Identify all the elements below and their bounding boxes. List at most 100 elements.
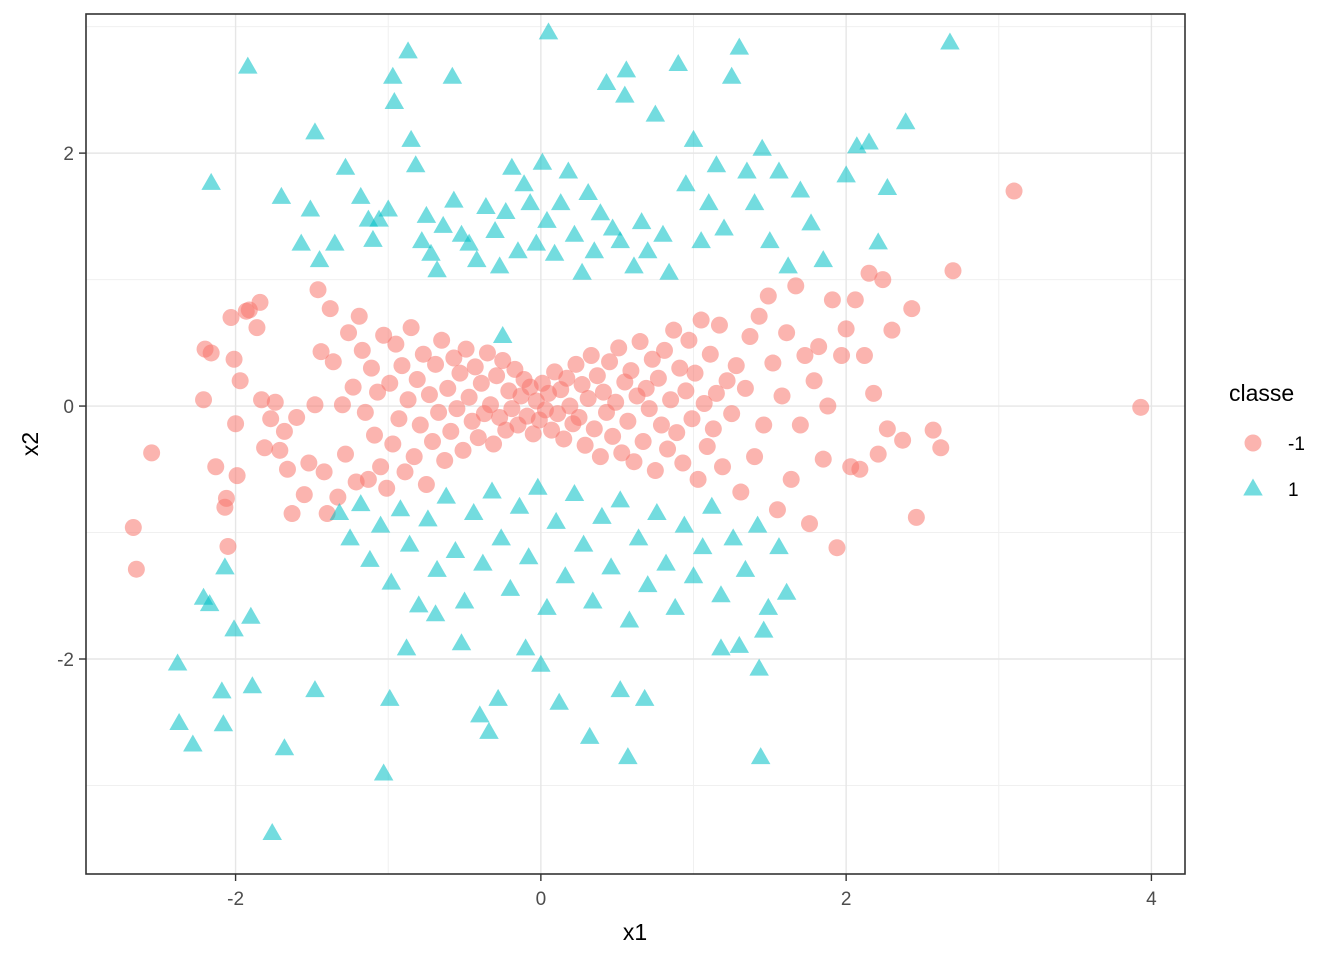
point-triangle <box>752 138 772 156</box>
point-triangle <box>558 161 579 179</box>
point-triangle <box>616 60 637 78</box>
point-circle <box>718 372 736 390</box>
point-triangle <box>351 186 371 204</box>
point-triangle <box>859 132 879 150</box>
point-circle <box>402 319 420 337</box>
point-triangle <box>167 653 188 671</box>
point-circle <box>365 426 383 444</box>
point-circle <box>278 460 296 478</box>
point-circle <box>561 397 579 415</box>
point-circle <box>315 463 333 481</box>
point-circle <box>466 358 484 376</box>
point-circle <box>411 416 429 434</box>
point-circle <box>503 400 521 418</box>
point-circle <box>251 293 269 311</box>
point-circle <box>631 333 649 351</box>
point-triangle <box>518 547 539 565</box>
point-triangle <box>433 215 453 233</box>
point-triangle <box>737 161 757 179</box>
point-triangle <box>212 681 232 699</box>
point-triangle <box>940 32 960 50</box>
legend-label: 1 <box>1288 480 1299 501</box>
point-triangle <box>418 509 438 527</box>
point-circle <box>750 307 768 325</box>
point-triangle <box>618 747 638 765</box>
point-circle <box>362 359 380 377</box>
point-circle <box>372 458 390 476</box>
point-triangle <box>451 224 472 242</box>
point-triangle <box>721 66 742 84</box>
point-triangle <box>482 481 502 499</box>
point-circle <box>555 430 573 448</box>
point-circle <box>143 444 161 462</box>
legend-key-triangle <box>1243 478 1263 496</box>
point-circle <box>604 427 622 445</box>
y-tick-label: 2 <box>63 144 74 165</box>
point-triangle <box>550 193 571 211</box>
point-circle <box>643 350 661 368</box>
legend-label: -1 <box>1288 434 1305 455</box>
point-triangle <box>526 233 547 251</box>
point-triangle <box>370 515 391 533</box>
point-triangle <box>583 591 603 609</box>
y-tick-label: 0 <box>63 397 74 418</box>
point-triangle <box>723 528 743 546</box>
point-circle <box>741 328 759 345</box>
point-triangle <box>868 232 888 250</box>
point-triangle <box>215 557 235 575</box>
point-circle <box>652 416 670 434</box>
point-circle <box>336 445 354 463</box>
point-triangle <box>399 534 420 552</box>
point-circle <box>387 335 405 353</box>
point-circle <box>662 391 680 409</box>
point-triangle <box>546 511 566 529</box>
point-circle <box>814 450 832 468</box>
point-triangle <box>383 66 403 84</box>
point-triangle <box>699 193 719 211</box>
point-triangle <box>631 212 652 230</box>
point-triangle <box>470 705 490 723</box>
point-circle <box>436 451 454 469</box>
point-circle <box>944 262 962 280</box>
point-circle <box>714 458 732 476</box>
point-circle <box>576 436 594 454</box>
point-triangle <box>564 484 585 502</box>
point-circle <box>430 403 448 421</box>
point-circle <box>640 400 658 418</box>
point-circle <box>869 445 887 463</box>
point-triangle <box>729 37 750 55</box>
point-circle <box>248 319 266 337</box>
point-triangle <box>769 537 789 555</box>
point-triangle <box>496 202 516 220</box>
point-circle <box>704 420 722 438</box>
point-triangle <box>442 66 463 84</box>
point-triangle <box>549 692 569 710</box>
legend-key-circle <box>1244 434 1262 452</box>
point-circle <box>677 382 695 400</box>
point-circle <box>384 435 402 453</box>
point-triangle <box>369 209 389 227</box>
point-circle <box>463 412 481 430</box>
point-triangle <box>592 506 612 524</box>
point-triangle <box>637 241 658 259</box>
point-circle <box>491 408 509 426</box>
point-triangle <box>528 477 548 495</box>
point-circle <box>585 420 603 438</box>
point-circle <box>207 458 225 476</box>
point-circle <box>894 431 912 449</box>
point-triangle <box>485 220 505 238</box>
point-circle <box>570 408 588 426</box>
point-triangle <box>412 231 432 249</box>
point-circle <box>778 324 796 342</box>
point-circle <box>686 364 704 382</box>
point-circle <box>828 539 846 557</box>
point-circle <box>356 403 374 421</box>
point-triangle <box>508 241 528 259</box>
point-circle <box>225 350 243 368</box>
point-circle <box>494 352 512 370</box>
point-circle <box>588 367 606 385</box>
point-circle <box>665 321 683 339</box>
point-triangle <box>711 585 731 603</box>
point-circle <box>610 339 628 357</box>
point-circle <box>689 470 707 488</box>
